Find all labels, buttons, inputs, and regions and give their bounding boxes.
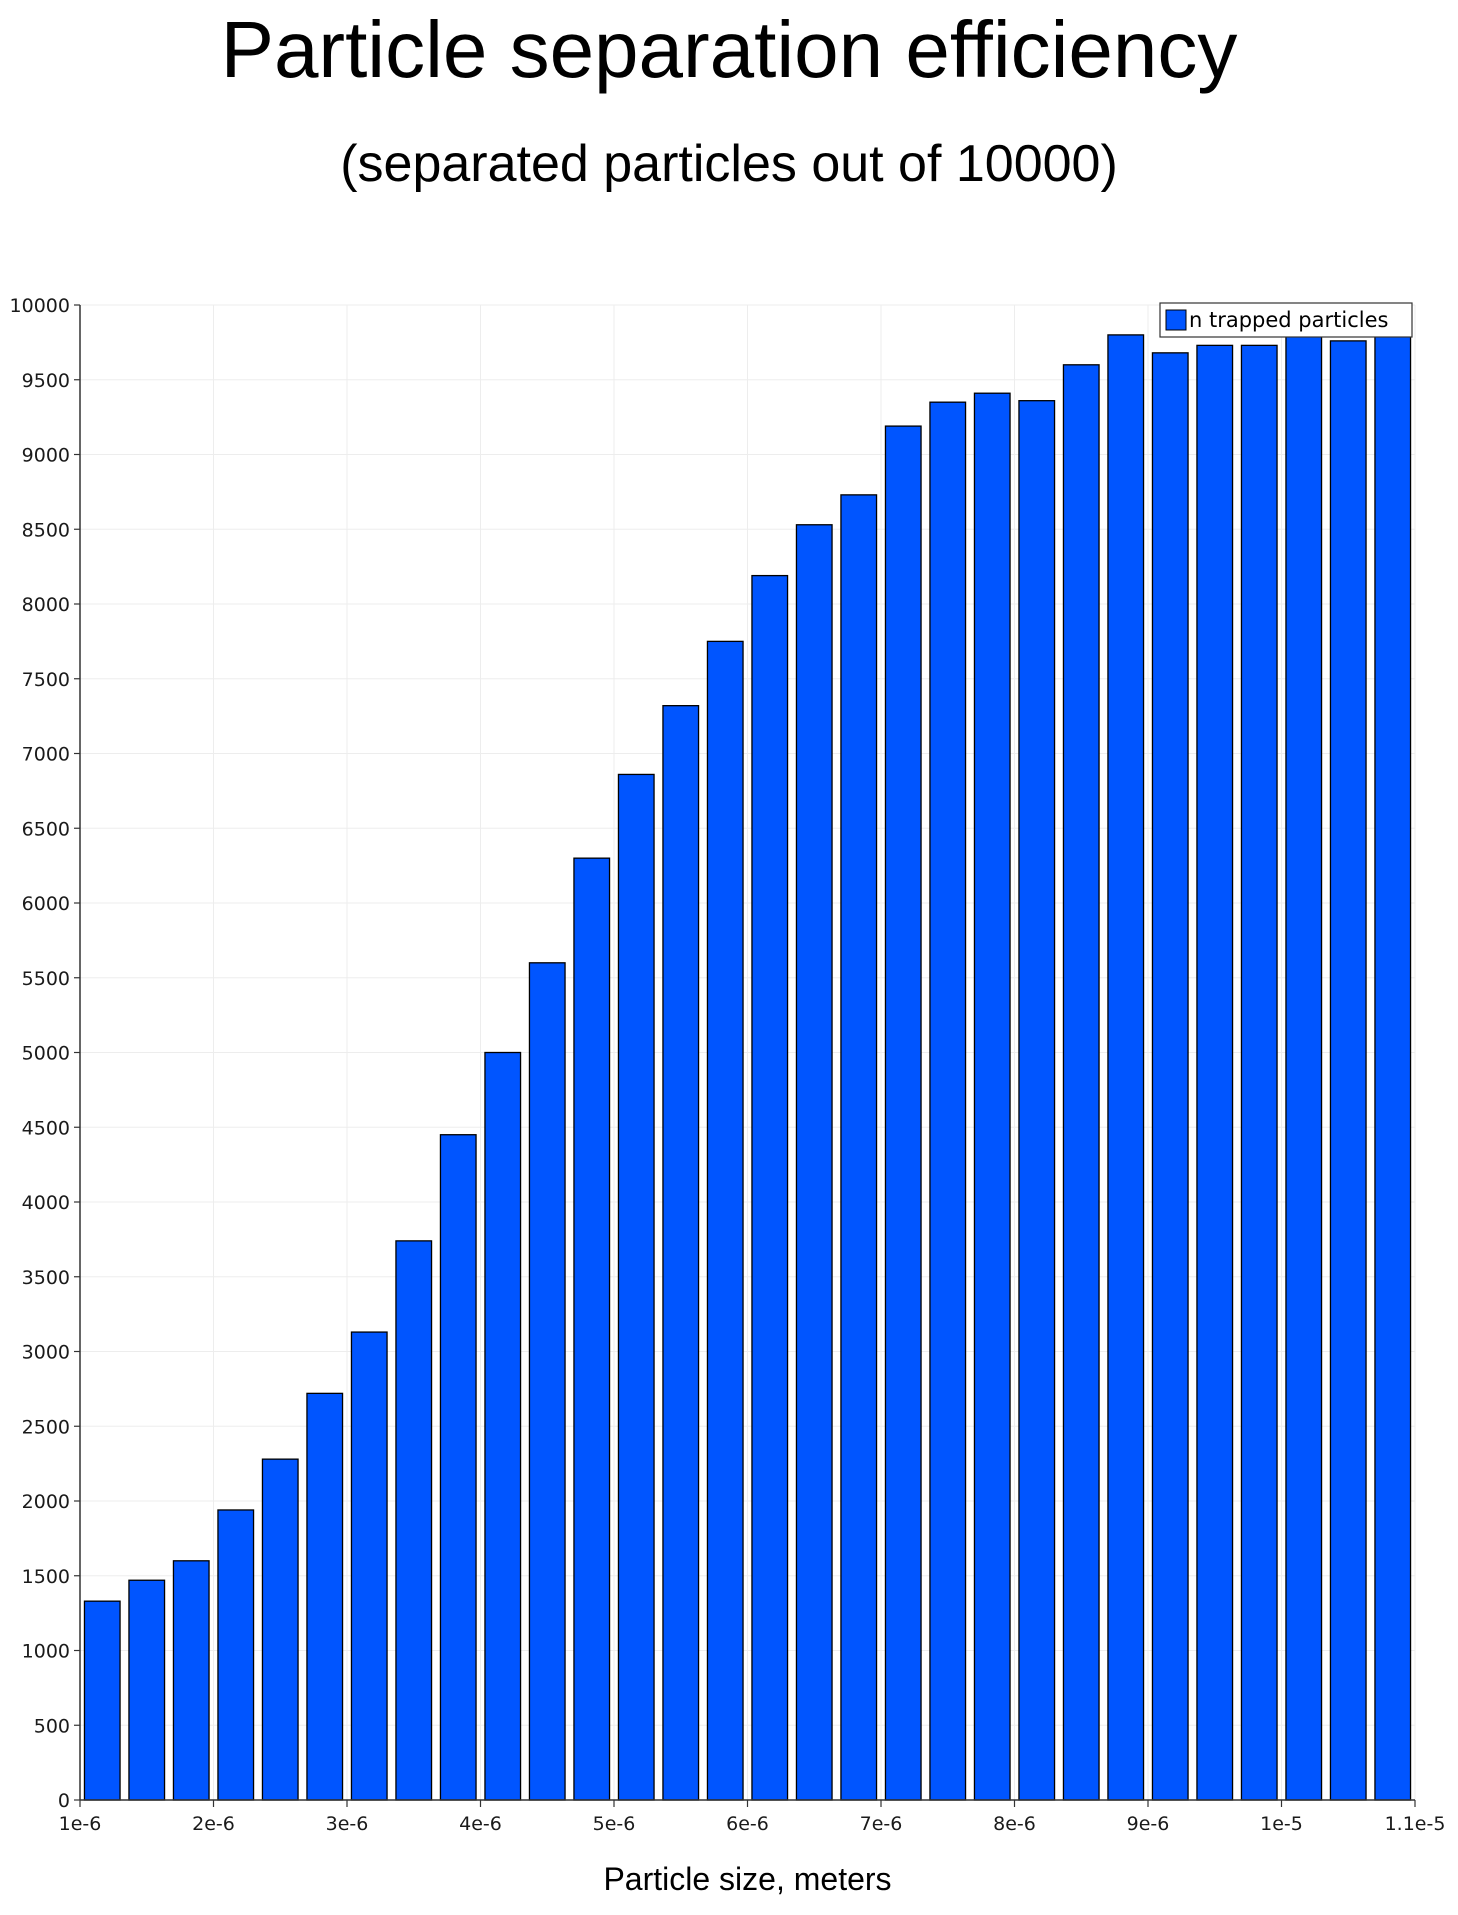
y-tick-label: 7000 [22, 744, 70, 766]
legend-box [1159, 302, 1413, 338]
bar [795, 524, 833, 1801]
bar [929, 401, 967, 1801]
y-tick-label: 5000 [22, 1043, 70, 1065]
x-tick-label: 4e-6 [459, 1813, 502, 1835]
bar [662, 705, 700, 1801]
bar [884, 425, 922, 1801]
bar [439, 1134, 477, 1801]
x-tick-label: 7e-6 [860, 1813, 903, 1835]
y-tick-label: 7500 [22, 669, 70, 691]
gridlines [79, 304, 1416, 1801]
bar [306, 1392, 344, 1801]
y-tick-label: 4000 [22, 1192, 70, 1214]
x-tick-label: 5e-6 [593, 1813, 636, 1835]
y-tick-label: 5500 [22, 968, 70, 990]
bar [1329, 340, 1367, 1801]
y-tick-label: 6500 [22, 818, 70, 840]
bar [528, 962, 566, 1801]
y-tick-label: 3000 [22, 1342, 70, 1364]
bar [840, 494, 878, 1801]
y-tick-label: 500 [34, 1715, 70, 1737]
bar [617, 773, 655, 1801]
y-tick-label: 8500 [22, 519, 70, 541]
x-tick-label: 3e-6 [326, 1813, 369, 1835]
bar [1151, 352, 1189, 1801]
y-tick-label: 1000 [22, 1641, 70, 1663]
chart-subtitle: (separated particles out of 10000) [340, 135, 1118, 193]
bar [395, 1240, 433, 1801]
bar [484, 1051, 522, 1801]
y-tick-label: 2500 [22, 1416, 70, 1438]
y-tick-label: 0 [58, 1790, 70, 1812]
bar [1107, 334, 1145, 1801]
bar [1240, 344, 1278, 1801]
bar [172, 1560, 210, 1801]
bar [350, 1331, 388, 1801]
bar [1374, 334, 1412, 1801]
bar [128, 1579, 166, 1801]
legend-swatch [1165, 309, 1187, 331]
y-tick-label: 2000 [22, 1491, 70, 1513]
x-tick-label: 1e-6 [59, 1813, 102, 1835]
chart-title: Particle separation efficiency [220, 5, 1238, 94]
x-axis-ticks: 1e-6 2e-6 3e-6 4e-6 5e-6 6e-6 7e-6 8e-6 9e-6 1e-5… [59, 1800, 1446, 1835]
x-tick-label: 1e-5 [1260, 1813, 1303, 1835]
y-tick-label: 6000 [22, 893, 70, 915]
bar [83, 1600, 121, 1801]
bar [1062, 364, 1100, 1801]
bar [706, 640, 744, 1801]
bar [573, 857, 611, 1801]
bars [83, 334, 1412, 1801]
bar [751, 574, 789, 1801]
y-tick-label: 9500 [22, 370, 70, 392]
bar [261, 1458, 299, 1801]
y-tick-label: 4500 [22, 1117, 70, 1139]
y-tick-label: 9000 [22, 445, 70, 467]
legend: n trapped particles [1159, 302, 1413, 338]
x-tick-label: 2e-6 [192, 1813, 235, 1835]
bar [1285, 334, 1323, 1801]
x-tick-label: 9e-6 [1127, 1813, 1170, 1835]
y-tick-label: 3500 [22, 1267, 70, 1289]
bar [973, 392, 1011, 1801]
x-tick-label: 6e-6 [726, 1813, 769, 1835]
y-tick-label: 1500 [22, 1566, 70, 1588]
x-tick-label: 8e-6 [993, 1813, 1036, 1835]
bar [217, 1509, 255, 1801]
y-tick-label: 10000 [10, 295, 70, 317]
bar [1196, 344, 1234, 1801]
y-tick-label: 8000 [22, 594, 70, 616]
y-axis-ticks: 0 500 1000 1500 2000 2500 3000 3500 4000 4500 5000… [10, 295, 80, 1812]
legend-label: n trapped particles [1189, 308, 1388, 332]
x-axis-label: Particle size, meters [603, 1861, 891, 1897]
x-tick-label: 1.1e-5 [1385, 1813, 1446, 1835]
bar [1018, 400, 1056, 1801]
